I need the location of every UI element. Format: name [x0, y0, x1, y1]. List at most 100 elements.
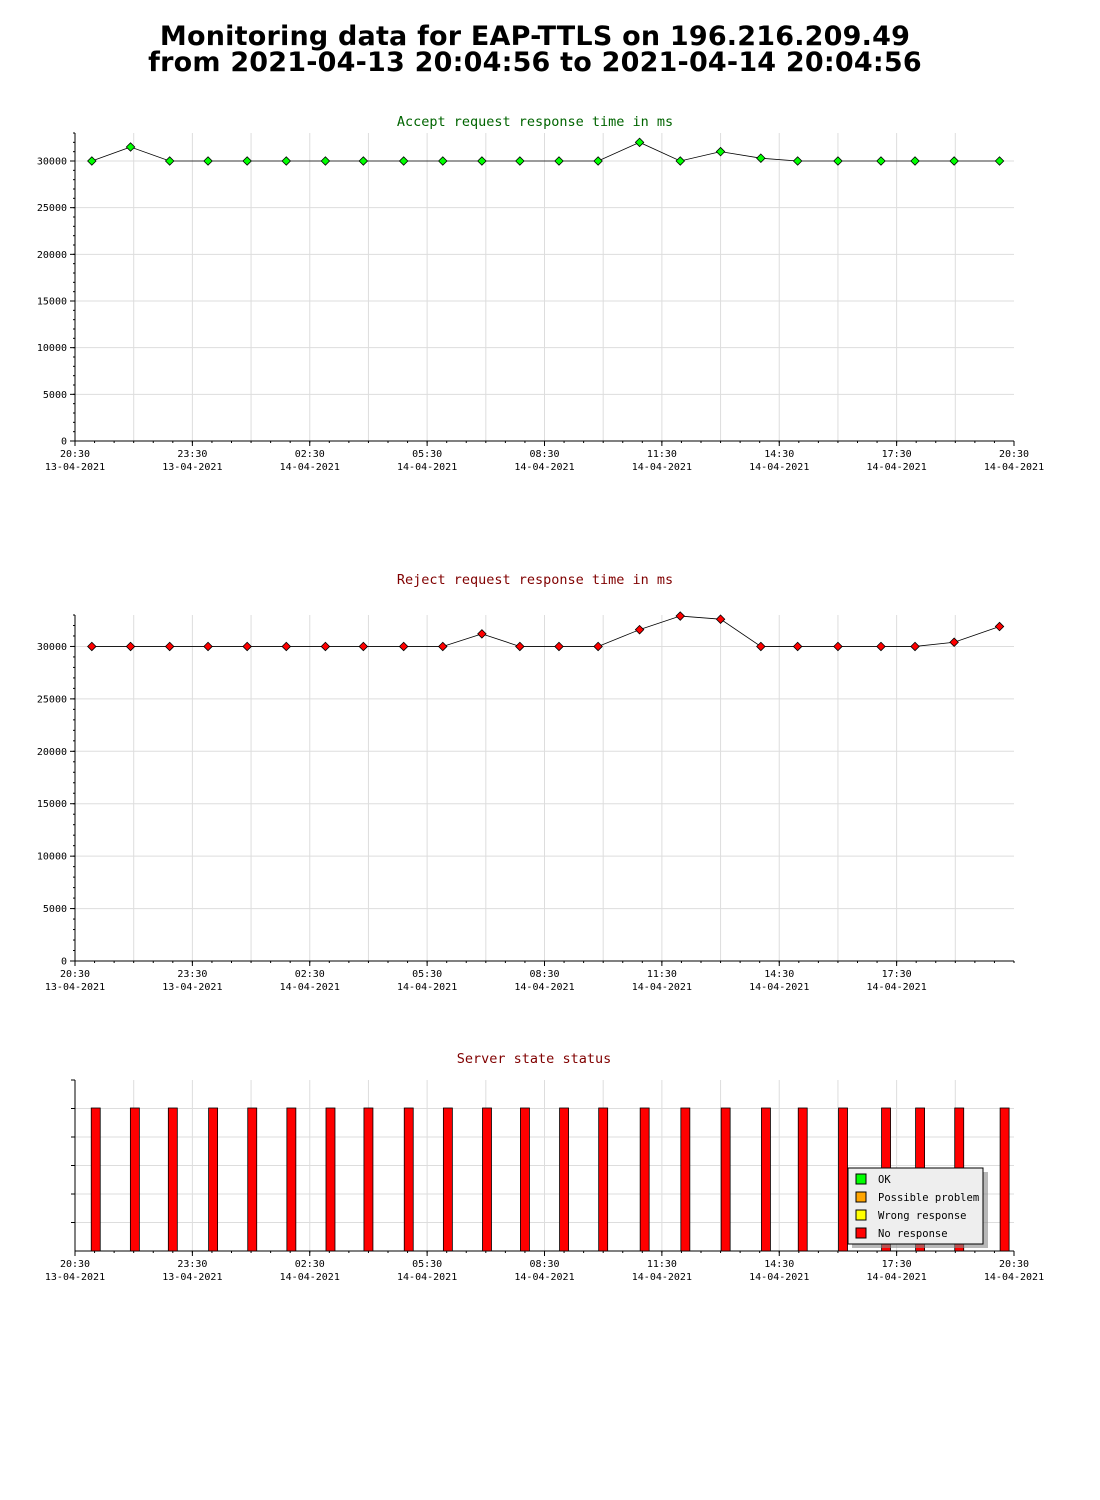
- status-status-bar: [167, 1107, 178, 1252]
- legend-label-ok: OK: [878, 1174, 891, 1186]
- accept-xtick-date: 14-04-2021: [632, 462, 692, 473]
- reject-xtick-time: 20:30: [60, 969, 90, 980]
- legend-label-wrong: Wrong response: [878, 1210, 967, 1222]
- reject-data-point: [994, 621, 1005, 632]
- status-xtick-time: 20:30: [60, 1259, 90, 1270]
- accept-xtick-date: 14-04-2021: [749, 462, 809, 473]
- accept-response-chart: Accept request response time in ms 0 5000…: [37, 114, 1044, 473]
- status-status-bar: [999, 1107, 1010, 1252]
- accept-ytick-label: 15000: [37, 297, 67, 308]
- accept-xtick-time: 23:30: [177, 449, 207, 460]
- status-status-bar: [761, 1107, 771, 1252]
- status-xtick-time: 14:30: [764, 1259, 794, 1270]
- legend-label-possible: Possible problem: [878, 1192, 979, 1204]
- reject-chart-title: Reject request response time in ms: [397, 572, 673, 588]
- accept-data-point: [125, 142, 136, 152]
- accept-series: [87, 137, 1005, 166]
- status-status-bar: [520, 1107, 530, 1252]
- status-status-bar: [286, 1107, 297, 1252]
- status-xtick-time: 11:30: [647, 1259, 677, 1270]
- reject-data-point: [715, 614, 726, 624]
- status-status-bar: [482, 1107, 492, 1252]
- status-xtick-time: 23:30: [177, 1259, 207, 1270]
- accept-data-point: [358, 156, 369, 166]
- status-status-bar: [720, 1107, 731, 1252]
- legend-box: [847, 1167, 984, 1245]
- accept-data-point: [203, 156, 213, 166]
- legend-swatch-none: [855, 1227, 867, 1239]
- status-xtick-date: 14-04-2021: [280, 1272, 340, 1283]
- accept-data-point: [242, 156, 252, 166]
- accept-data-point: [792, 156, 803, 166]
- status-status-bar: [363, 1107, 374, 1252]
- status-status-bar: [129, 1107, 140, 1252]
- reject-xtick-date: 13-04-2021: [45, 982, 105, 993]
- reject-data-point: [203, 641, 213, 652]
- reject-xtick-date: 14-04-2021: [514, 982, 574, 993]
- reject-series-line: [91, 615, 1000, 647]
- reject-data-point: [833, 641, 843, 652]
- reject-data-point: [554, 641, 564, 652]
- reject-ytick-label: 25000: [37, 694, 67, 705]
- accept-xtick-date: 13-04-2021: [45, 462, 105, 473]
- reject-data-point: [477, 629, 487, 639]
- legend-swatch-ok: [855, 1173, 867, 1185]
- status-status-bar: [680, 1107, 691, 1252]
- accept-axes: 0 5000 10000 15000 20000 25000 30000 20:30 13-04…: [37, 132, 1044, 473]
- accept-data-point: [833, 156, 843, 166]
- accept-xtick-date: 14-04-2021: [397, 462, 457, 473]
- accept-grid: [75, 133, 1014, 441]
- reject-data-point: [756, 641, 766, 652]
- status-axes: 20:30 13-04-2021 23:30 13-04-2021 02:30 14-04…: [45, 1079, 1044, 1283]
- page-title-line1: Monitoring data for EAP-TTLS on 196.216.…: [159, 21, 911, 52]
- accept-ytick-label: 25000: [37, 203, 67, 214]
- status-xtick-time: 05:30: [412, 1259, 442, 1270]
- status-status-bar: [598, 1107, 609, 1252]
- reject-data-point: [593, 641, 603, 652]
- reject-ytick-label: 15000: [37, 799, 67, 810]
- reject-data-point: [87, 641, 97, 652]
- status-xtick-date: 13-04-2021: [45, 1272, 105, 1283]
- accept-series-line: [91, 141, 1000, 162]
- accept-data-point: [675, 156, 686, 166]
- reject-grid: [75, 615, 1014, 961]
- accept-xtick-time: 20:30: [60, 449, 90, 460]
- accept-ytick-label: 5000: [43, 390, 67, 401]
- status-status-bar: [325, 1107, 336, 1252]
- reject-axes: 0 5000 10000 15000 20000 25000 30000 20:30 13-04…: [37, 614, 1015, 993]
- accept-xtick-time: 14:30: [764, 449, 794, 460]
- accept-chart-title: Accept request response time in ms: [397, 114, 673, 130]
- accept-xtick-time: 11:30: [647, 449, 677, 460]
- accept-xtick-time: 08:30: [529, 449, 559, 460]
- accept-data-point: [87, 156, 97, 166]
- reject-data-point: [320, 641, 331, 652]
- status-chart-title: Server state status: [457, 1051, 611, 1067]
- reject-data-point: [164, 641, 175, 652]
- status-status-bar: [838, 1107, 848, 1252]
- status-status-bar: [90, 1107, 101, 1252]
- reject-data-point: [876, 641, 886, 652]
- reject-data-point: [515, 641, 525, 652]
- page-title-line2: from 2021-04-13 20:04:56 to 2021-04-14 2…: [148, 47, 922, 78]
- accept-ytick-label: 20000: [37, 250, 67, 261]
- reject-ytick-label: 30000: [37, 642, 67, 653]
- accept-data-point: [515, 156, 525, 166]
- accept-xtick-date: 14-04-2021: [514, 462, 574, 473]
- status-xtick-date: 14-04-2021: [514, 1272, 574, 1283]
- reject-data-point: [949, 637, 959, 648]
- accept-data-point: [438, 156, 448, 166]
- reject-data-point: [398, 641, 409, 652]
- accept-data-point: [910, 156, 920, 166]
- status-xtick-date: 14-04-2021: [984, 1272, 1044, 1283]
- accept-xtick-date: 14-04-2021: [984, 462, 1044, 473]
- reject-data-point: [792, 641, 803, 652]
- accept-data-point: [320, 156, 331, 166]
- reject-xtick-date: 14-04-2021: [280, 982, 340, 993]
- reject-xtick-time: 17:30: [882, 969, 912, 980]
- reject-xtick-time: 11:30: [647, 969, 677, 980]
- reject-data-point: [281, 641, 292, 652]
- accept-ytick-label: 30000: [37, 157, 67, 168]
- accept-data-point: [477, 156, 487, 166]
- accept-xtick-date: 14-04-2021: [280, 462, 340, 473]
